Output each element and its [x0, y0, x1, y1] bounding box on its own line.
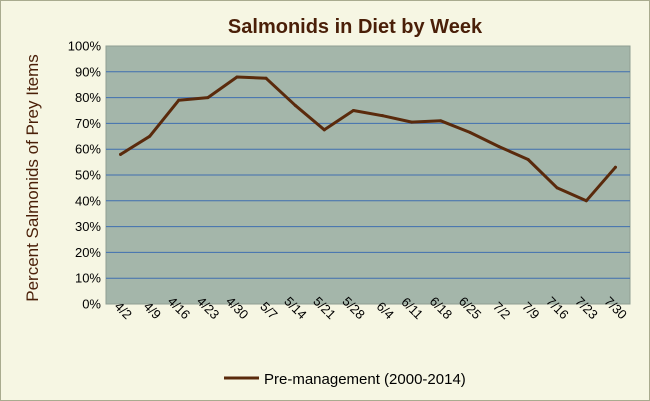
- y-tick-label: 20%: [75, 245, 101, 260]
- y-tick-label: 100%: [68, 39, 102, 54]
- y-tick-label: 70%: [75, 116, 101, 131]
- y-tick-labels: 0% 10% 20% 30% 40% 50% 60% 70% 80% 90% 100%: [68, 39, 102, 312]
- data-point: [177, 98, 181, 102]
- y-tick-label: 40%: [75, 193, 101, 208]
- y-tick-label: 50%: [75, 168, 101, 183]
- chart-title: Salmonids in Diet by Week: [228, 16, 483, 38]
- data-point: [148, 134, 152, 138]
- data-point: [264, 76, 268, 80]
- data-point: [439, 119, 443, 123]
- data-point: [584, 199, 588, 203]
- data-point: [613, 165, 617, 169]
- data-point: [322, 128, 326, 132]
- data-point: [410, 120, 414, 124]
- y-axis-label: Percent Salmonids of Prey Items: [23, 54, 42, 302]
- y-tick-label: 0%: [82, 297, 101, 312]
- data-point: [235, 75, 239, 79]
- data-point: [206, 96, 210, 100]
- y-tick-label: 10%: [75, 271, 101, 286]
- series-line: [119, 75, 617, 203]
- data-point: [119, 152, 123, 156]
- y-tick-label: 90%: [75, 64, 101, 79]
- data-point: [351, 109, 355, 112]
- data-point: [526, 158, 530, 162]
- y-tick-label: 80%: [75, 90, 101, 105]
- data-point: [381, 114, 385, 118]
- legend-label: Pre-management (2000-2014): [264, 371, 466, 388]
- series-layer: [119, 75, 617, 203]
- legend: Pre-management (2000-2014): [224, 371, 466, 388]
- data-point: [555, 186, 559, 190]
- data-point: [293, 103, 297, 107]
- y-tick-label: 30%: [75, 219, 101, 234]
- y-tick-label: 60%: [75, 142, 101, 157]
- data-point: [468, 130, 472, 134]
- data-point: [497, 145, 501, 149]
